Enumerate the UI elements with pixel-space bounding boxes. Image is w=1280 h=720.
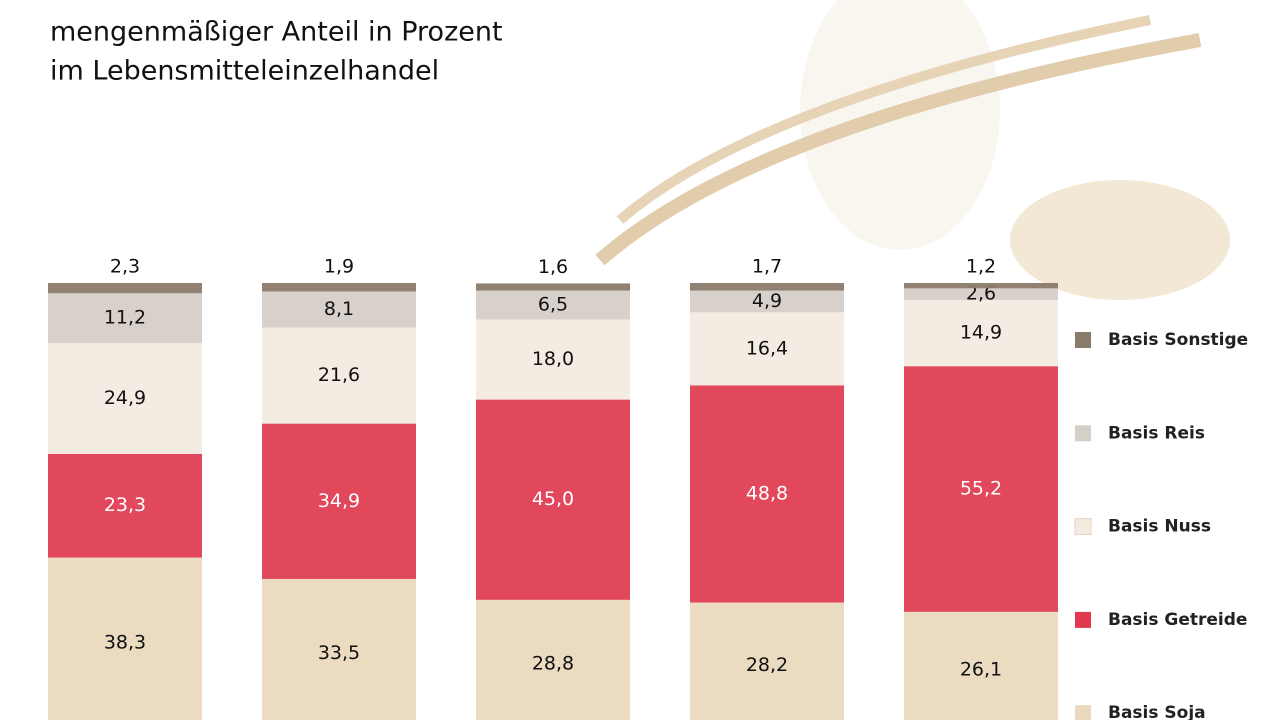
value-label: 26,1	[960, 658, 1002, 680]
legend-swatch	[1074, 518, 1092, 536]
bar-segment	[904, 283, 1058, 289]
value-label: 2,3	[110, 256, 140, 278]
bar-segment	[262, 423, 416, 579]
value-label: 14,9	[960, 322, 1002, 344]
value-label: 45,0	[532, 488, 574, 510]
bar-segment	[904, 611, 1058, 720]
bar-segment	[262, 291, 416, 328]
value-label: 6,5	[538, 294, 568, 316]
bar-segment	[48, 343, 202, 454]
bar-segment	[476, 283, 630, 291]
bar-segment	[48, 293, 202, 344]
value-label: 28,2	[746, 654, 788, 676]
bar-segment	[48, 453, 202, 558]
legend-swatch	[1075, 611, 1091, 628]
value-label: 4,9	[752, 290, 782, 312]
value-label: 34,9	[318, 490, 360, 512]
bar-segment	[476, 319, 630, 400]
bar-segment	[48, 283, 202, 294]
bar-segment	[690, 312, 844, 386]
legend-swatch	[1075, 332, 1091, 348]
bar-segment	[904, 288, 1058, 300]
value-label: 21,6	[318, 364, 360, 386]
value-label: 8,1	[324, 298, 354, 320]
bar-segment	[904, 366, 1058, 612]
bar-segment	[262, 578, 416, 720]
value-label: 28,8	[532, 652, 574, 674]
bar-segment	[690, 290, 844, 313]
value-label: 55,2	[960, 478, 1002, 500]
legend-label: Basis Reis	[1108, 423, 1205, 443]
value-label: 1,6	[538, 256, 568, 278]
bar-segment	[690, 602, 844, 720]
decoration	[595, 0, 1230, 300]
value-label: 48,8	[746, 482, 788, 504]
legend-label: Basis Soja	[1108, 703, 1206, 720]
bar-segment	[904, 299, 1058, 367]
legend-swatch	[1075, 425, 1091, 442]
value-label: 1,7	[752, 256, 782, 278]
bar-segment	[262, 327, 416, 424]
value-label: 23,3	[104, 494, 146, 516]
bar-segment	[476, 399, 630, 600]
bar-segment	[262, 283, 416, 292]
chart-title: mengenmäßiger Anteil in Prozent	[50, 17, 503, 48]
chart-subtitle: im Lebensmitteleinzelhandel	[50, 56, 439, 87]
legend-label: Basis Getreide	[1108, 610, 1247, 630]
value-label: 24,9	[104, 387, 146, 409]
bar-segment	[476, 599, 630, 720]
legend-label: Basis Nuss	[1108, 517, 1211, 537]
bar-segment	[690, 385, 844, 603]
value-label: 11,2	[104, 307, 146, 329]
legend-swatch	[1075, 705, 1091, 720]
value-label: 1,2	[966, 256, 996, 278]
bar-segment	[690, 283, 844, 291]
bar-segment	[48, 557, 202, 720]
legend-label: Basis Sonstige	[1108, 330, 1248, 350]
value-label: 33,5	[318, 642, 360, 664]
value-label: 38,3	[104, 631, 146, 653]
bar-segment	[476, 290, 630, 320]
value-label: 1,9	[324, 256, 354, 278]
value-label: 16,4	[746, 337, 788, 359]
value-label: 18,0	[532, 348, 574, 370]
